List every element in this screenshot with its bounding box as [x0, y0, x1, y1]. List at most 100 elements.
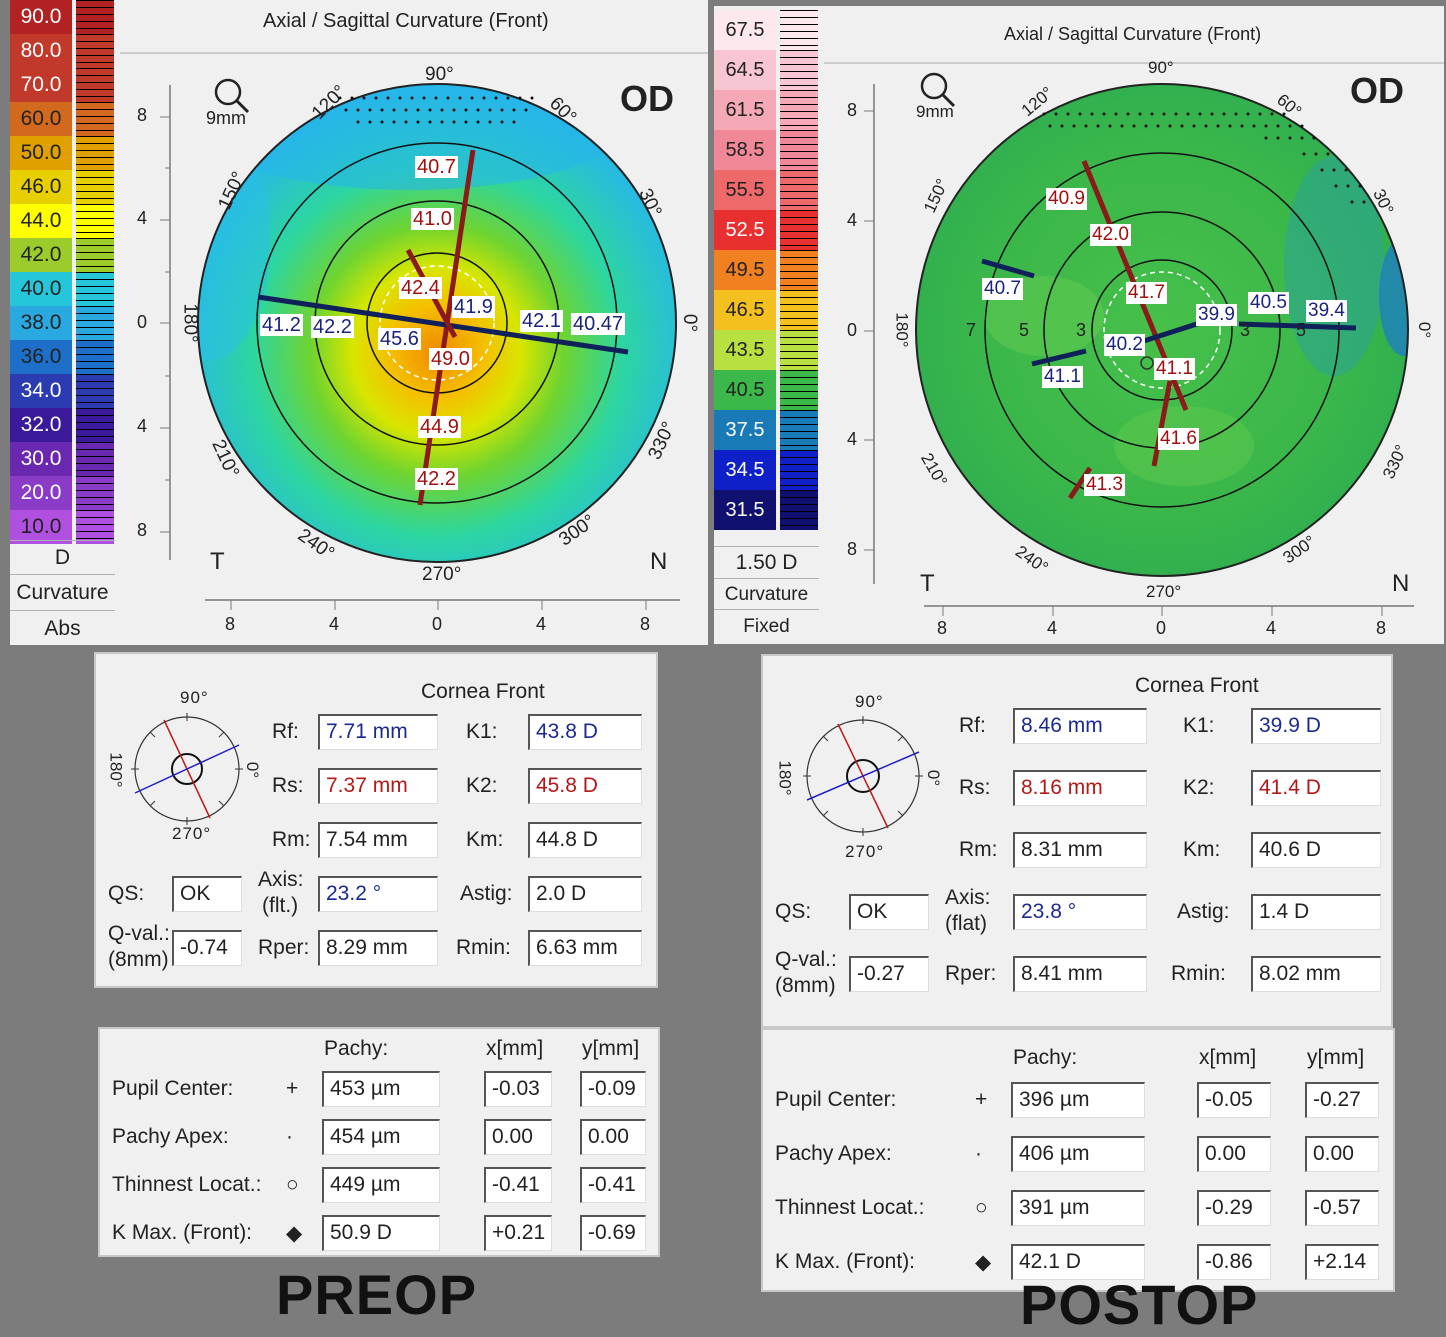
postop-k1-field: 39.9 D: [1251, 708, 1381, 744]
postop-rmin-field: 8.02 mm: [1251, 956, 1381, 992]
preop-scale-swatch: [76, 238, 114, 272]
preop-angle-180: 180°: [179, 303, 201, 343]
postop-pachy-x: -0.86: [1197, 1244, 1271, 1280]
postop-value-label: 39.4: [1306, 300, 1347, 322]
preop-pachy-row-label: K Max. (Front):: [112, 1221, 253, 1244]
postop-scale-swatch: [780, 90, 818, 130]
postop-x-header: x[mm]: [1199, 1046, 1257, 1069]
postop-scale-value: 55.5: [714, 170, 776, 210]
preop-axis-dial: [131, 713, 243, 825]
postop-axis-sub: (flat): [945, 912, 987, 935]
preop-scale-swatch: [76, 34, 114, 68]
preop-scale-swatch: [76, 272, 114, 306]
preop-xtick-5: 8: [640, 614, 651, 634]
postop-title-divider: [824, 62, 1444, 64]
postop-scale-mode[interactable]: Curvature: [714, 578, 819, 610]
postop-scale-value: 34.5: [714, 450, 776, 490]
postop-pachy-value: 42.1 D: [1011, 1244, 1145, 1280]
postop-pachy-row-symbol: ○: [975, 1196, 988, 1219]
postop-pachy-panel: Pachy: x[mm] y[mm] Pupil Center: +396 µm -…: [761, 1028, 1395, 1292]
postop-pachy-row-symbol: ◆: [975, 1251, 992, 1274]
postop-scale-swatch: [780, 490, 818, 530]
preop-value-label: 49.0: [429, 348, 472, 370]
postop-topography-map[interactable]: [714, 6, 1444, 644]
preop-scale-value: 80.0: [10, 34, 72, 68]
preop-scale-mode[interactable]: Curvature: [10, 574, 115, 611]
postop-ring-label: 5: [1296, 320, 1307, 340]
postop-axis-dial: [803, 716, 923, 836]
preop-pachy-row-symbol: ◆: [286, 1222, 303, 1245]
postop-pachy-y: -0.27: [1305, 1082, 1379, 1118]
postop-pachy-header: Pachy:: [1013, 1046, 1078, 1069]
preop-pachy-row-symbol: +: [286, 1077, 299, 1100]
preop-pachy-y: -0.09: [580, 1071, 646, 1107]
postop-k2-field: 41.4 D: [1251, 770, 1381, 806]
preop-pachy-y: 0.00: [580, 1119, 646, 1155]
preop-scale-swatch: [76, 510, 114, 544]
postop-scale-value: 58.5: [714, 130, 776, 170]
preop-zoom-label[interactable]: 9mm: [206, 108, 246, 128]
preop-dial-right: 0°: [243, 761, 263, 779]
preop-scale-swatch: [76, 442, 114, 476]
postop-scale-swatch: [780, 130, 818, 170]
postop-xtick-5: 8: [1376, 618, 1387, 638]
postop-scale-value: 61.5: [714, 90, 776, 130]
preop-scale-type[interactable]: Abs: [10, 610, 115, 646]
postop-scale-type[interactable]: Fixed: [714, 609, 819, 643]
preop-rper-field: 8.29 mm: [318, 930, 438, 966]
postop-pachy-value: 396 µm: [1011, 1082, 1145, 1118]
postop-scale-value: 52.5: [714, 210, 776, 250]
postop-ring-label: 5: [1019, 320, 1030, 340]
postop-scale-value: 40.5: [714, 370, 776, 410]
postop-dial-right: 0°: [924, 769, 944, 787]
preop-axis-sub: (flt.): [262, 894, 299, 917]
preop-value-label: 40.47: [571, 313, 626, 335]
preop-scale-swatch: [76, 0, 114, 34]
preop-scale-value: 46.0: [10, 170, 72, 204]
postop-zoom-label[interactable]: 9mm: [916, 102, 954, 121]
postop-dial-bottom: 270°: [845, 842, 885, 861]
postop-y-header: y[mm]: [1307, 1046, 1365, 1069]
preop-pachy-x: -0.03: [484, 1071, 552, 1107]
postop-xtick-2: 4: [1047, 618, 1058, 638]
postop-angle-90: 90°: [1148, 58, 1174, 77]
preop-qs-field: OK: [172, 876, 242, 912]
preop-scale-swatch: [76, 476, 114, 510]
postop-pachy-x: -0.05: [1197, 1082, 1271, 1118]
postop-xtick-3: 0: [1156, 618, 1167, 638]
postop-value-label: 41.1: [1042, 366, 1083, 388]
preop-scale-value: 44.0: [10, 204, 72, 238]
preop-rf-field: 7.71 mm: [318, 714, 438, 750]
preop-scale-value: 42.0: [10, 238, 72, 272]
postop-cornea-disc: [916, 84, 1408, 576]
postop-pachy-value: 406 µm: [1011, 1136, 1145, 1172]
preop-pachy-value: 453 µm: [322, 1071, 440, 1107]
preop-dial-bottom: 270°: [172, 824, 212, 843]
preop-scale-swatch: [76, 68, 114, 102]
postop-qval-label: Q-val.:: [775, 948, 837, 971]
postop-ring-label: 3: [1240, 320, 1251, 340]
preop-angle-90: 90°: [425, 64, 454, 85]
preop-xtick-2: 4: [329, 614, 340, 634]
postop-pachy-y: +2.14: [1305, 1244, 1379, 1280]
postop-scale-swatch: [780, 290, 818, 330]
preop-dial-left: 180°: [106, 752, 126, 788]
postop-pachy-row-label: Pachy Apex:: [775, 1142, 892, 1165]
preop-x-header: x[mm]: [486, 1037, 544, 1060]
postop-value-label: 40.7: [982, 278, 1023, 300]
preop-scale-swatch: [76, 102, 114, 136]
postop-ytick-3: 0: [847, 320, 858, 340]
preop-dial-top: 90°: [180, 688, 209, 707]
preop-topography-map[interactable]: [10, 0, 708, 645]
preop-cornea-title: Cornea Front: [421, 680, 545, 703]
preop-value-label: 41.2: [260, 314, 303, 336]
preop-value-label: 42.2: [415, 468, 458, 490]
preop-scale-swatch: [76, 374, 114, 408]
postop-value-label: 39.9: [1196, 304, 1237, 326]
preop-scale-swatch: [76, 340, 114, 374]
postop-scale-swatch: [780, 370, 818, 410]
postop-scale-swatch: [780, 210, 818, 250]
preop-value-label: 45.6: [378, 328, 421, 350]
preop-ytick-4: 4: [137, 416, 148, 436]
postop-value-label: 40.9: [1046, 188, 1087, 210]
